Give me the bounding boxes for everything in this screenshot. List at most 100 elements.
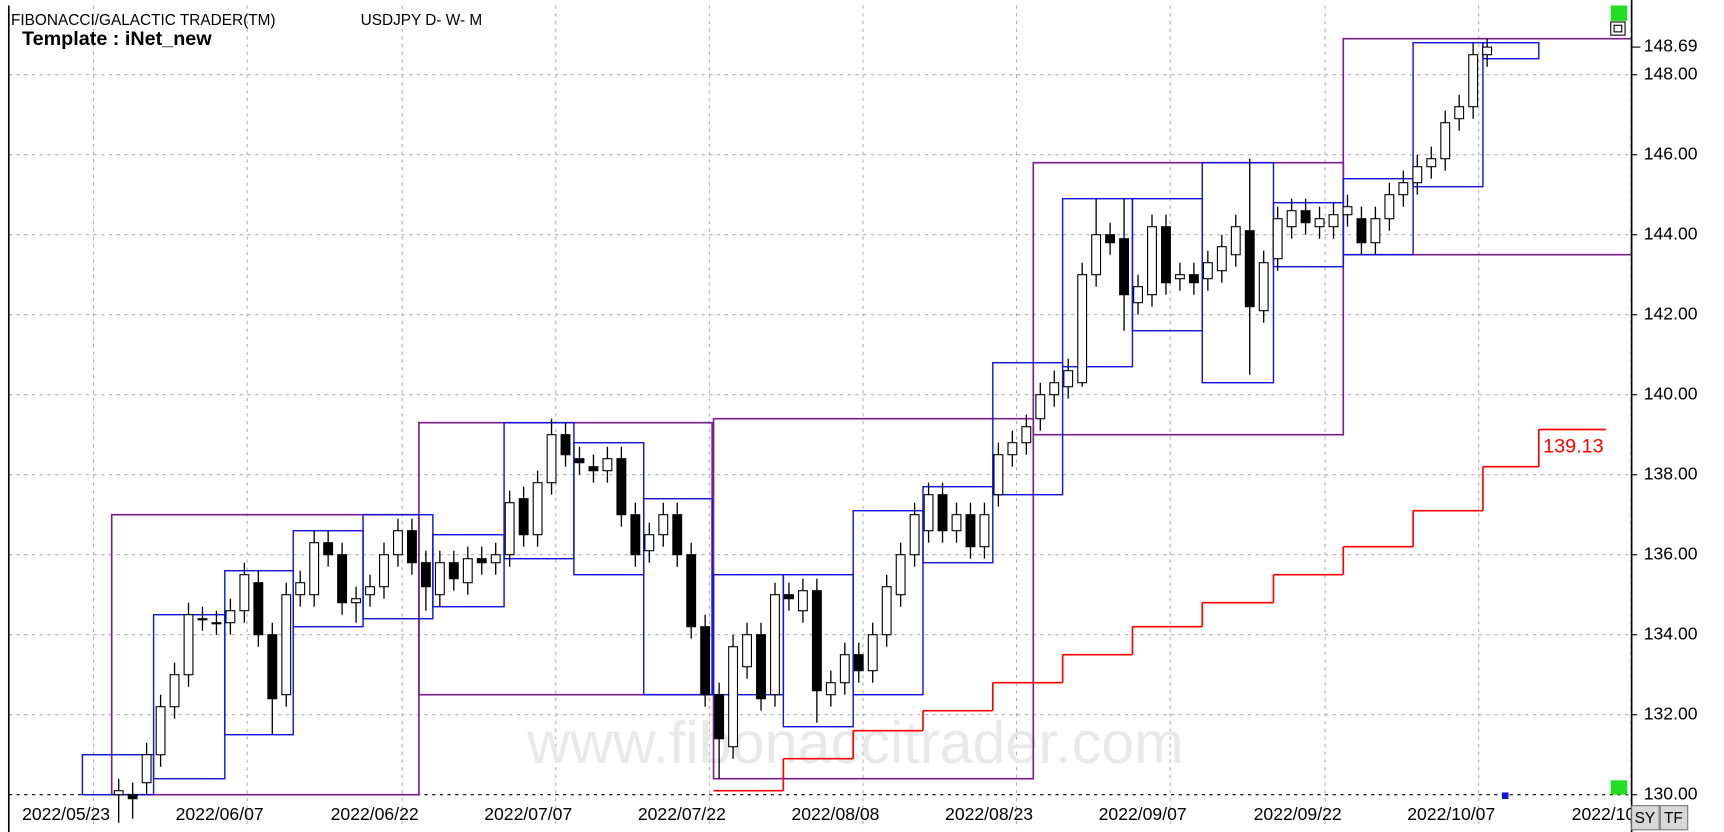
candle-body xyxy=(1105,234,1116,244)
candle-body xyxy=(1188,274,1199,284)
monthly-box xyxy=(1032,161,1345,436)
candle-body xyxy=(1244,230,1255,308)
candle-body xyxy=(476,558,487,564)
y-tick-label: 148.00 xyxy=(1644,63,1698,83)
candle-body xyxy=(462,558,473,584)
candle-body xyxy=(1091,234,1102,276)
candle-body xyxy=(141,754,152,784)
candle-body xyxy=(839,654,850,684)
candle-body xyxy=(1161,226,1171,284)
candle-body xyxy=(1258,262,1269,312)
candle-body xyxy=(393,530,403,556)
candle-body xyxy=(937,494,948,532)
candle-body xyxy=(113,790,124,796)
tf-button-label: TF xyxy=(1664,810,1683,827)
window-button-icon xyxy=(1613,24,1623,33)
candle-body xyxy=(825,682,836,696)
candle-body xyxy=(630,514,641,556)
candle-body xyxy=(728,646,739,748)
candle-body xyxy=(770,594,780,696)
x-tick-label: 2022/06/22 xyxy=(331,804,419,824)
candle-body xyxy=(1174,274,1185,280)
candle-body xyxy=(1440,122,1451,160)
candle-body xyxy=(1021,426,1032,444)
last-price-label: 148.69 xyxy=(1644,36,1698,56)
candle-body xyxy=(281,594,292,696)
marker xyxy=(1501,792,1509,800)
candle-body xyxy=(951,514,962,532)
candle-body xyxy=(1468,54,1479,108)
weekly-box xyxy=(852,509,924,696)
candle-body xyxy=(1454,106,1465,120)
candle-body xyxy=(1356,218,1367,244)
candle-body xyxy=(518,498,529,536)
x-tick-label: 2022/10/07 xyxy=(1407,804,1495,824)
watermark: www.fibonaccitrader.com xyxy=(526,709,1184,776)
candle-body xyxy=(979,514,990,548)
candle-body xyxy=(211,622,222,625)
candle-body xyxy=(546,434,557,484)
weekly-box xyxy=(1342,177,1414,256)
candle-body xyxy=(644,534,655,552)
window-button[interactable] xyxy=(1610,21,1626,36)
candle-body xyxy=(616,458,627,516)
candle-body xyxy=(448,562,459,580)
candle-body xyxy=(1370,218,1381,244)
candle-body xyxy=(197,618,208,621)
candle-body xyxy=(420,562,431,588)
weekly-box xyxy=(992,361,1064,496)
symbol: USDJPY D- W- M xyxy=(361,12,483,29)
weekly-box xyxy=(432,533,505,608)
candle-body xyxy=(1035,394,1046,420)
candle-body xyxy=(560,434,571,456)
candle-body xyxy=(895,554,906,596)
candle-body xyxy=(1049,382,1060,396)
candle-body xyxy=(672,514,683,556)
candle-body xyxy=(783,594,794,600)
candle-body xyxy=(1426,158,1437,168)
weekly-box xyxy=(1412,41,1484,188)
axis-layer: 130.00 132.00 134.00 136.00 138.00 140.00 142.… xyxy=(22,36,1698,824)
x-tick-label: 2022/07/22 xyxy=(638,804,726,824)
y-tick-label: 134.00 xyxy=(1644,623,1698,643)
weekly-box xyxy=(1201,161,1275,384)
candle-body xyxy=(532,482,543,536)
candle-body xyxy=(1328,214,1339,228)
sy-button-label: SY xyxy=(1635,810,1656,827)
candle-body xyxy=(658,514,669,536)
sy-button[interactable] xyxy=(1631,805,1660,831)
status-indicator xyxy=(1610,5,1628,21)
candle-body xyxy=(993,454,1004,496)
candle-body xyxy=(504,502,515,556)
tf-button[interactable] xyxy=(1659,805,1689,831)
candle-body xyxy=(700,626,711,696)
y-tick-label: 132.00 xyxy=(1644,703,1698,723)
weekly-box xyxy=(643,497,713,696)
candle-body xyxy=(1230,226,1241,256)
candle-body xyxy=(714,694,725,740)
candle-body xyxy=(351,598,362,604)
product-name: FIBONACCI/GALACTIC TRADER(TM) xyxy=(11,12,276,29)
candle-body xyxy=(267,634,278,700)
x-tick-label: 2022/07/07 xyxy=(484,804,572,824)
candle-body xyxy=(1119,238,1130,296)
x-tick-label: 2022/08/23 xyxy=(945,804,1033,824)
candle-body xyxy=(337,554,348,604)
candle-body xyxy=(742,634,752,668)
x-tick-label: 2022/05/23 xyxy=(22,804,110,824)
candle-body xyxy=(1482,46,1493,56)
candle-body xyxy=(406,530,417,564)
candle-body xyxy=(365,586,375,596)
candle-body xyxy=(797,590,808,612)
candle-body xyxy=(434,562,445,596)
candle-body xyxy=(1077,274,1088,384)
status-indicator xyxy=(1610,780,1628,795)
candle-body xyxy=(909,514,920,556)
y-tick-label: 144.00 xyxy=(1644,223,1698,243)
candle-body xyxy=(853,654,864,672)
candle-body xyxy=(1216,246,1227,272)
support-label: 139.13 xyxy=(1543,435,1603,457)
candle-body xyxy=(686,554,697,628)
